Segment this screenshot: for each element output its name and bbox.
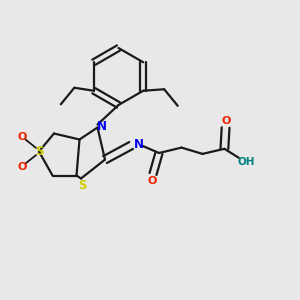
Text: N: N — [97, 120, 107, 133]
Text: O: O — [148, 176, 157, 186]
Text: S: S — [35, 145, 43, 158]
Text: O: O — [18, 131, 27, 142]
Text: O: O — [222, 116, 231, 127]
Text: O: O — [18, 161, 27, 172]
Text: OH: OH — [238, 157, 255, 167]
Text: N: N — [134, 138, 144, 151]
Text: S: S — [78, 178, 87, 192]
